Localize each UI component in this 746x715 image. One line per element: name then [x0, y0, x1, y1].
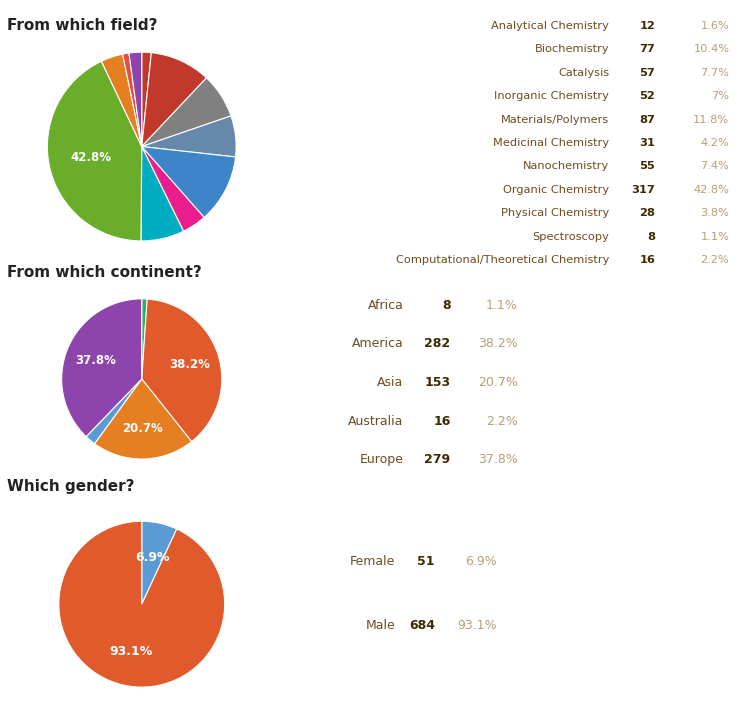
Wedge shape: [142, 147, 236, 217]
Text: Nanochemistry: Nanochemistry: [523, 162, 609, 172]
Text: 1.1%: 1.1%: [700, 232, 730, 242]
Text: Catalysis: Catalysis: [558, 68, 609, 78]
Text: 57: 57: [639, 68, 655, 78]
Wedge shape: [62, 299, 142, 437]
Wedge shape: [101, 54, 142, 147]
Text: Female: Female: [350, 555, 395, 568]
Text: 10.4%: 10.4%: [693, 44, 730, 54]
Text: From which field?: From which field?: [7, 18, 158, 33]
Text: 2.2%: 2.2%: [700, 255, 730, 265]
Text: 51: 51: [417, 555, 435, 568]
Text: 37.8%: 37.8%: [478, 453, 518, 466]
Text: 42.8%: 42.8%: [694, 184, 730, 194]
Text: 38.2%: 38.2%: [478, 337, 518, 350]
Text: Spectroscopy: Spectroscopy: [532, 232, 609, 242]
Wedge shape: [142, 52, 151, 147]
Text: Which gender?: Which gender?: [7, 479, 135, 494]
Text: 55: 55: [639, 162, 655, 172]
Wedge shape: [142, 147, 204, 231]
Text: 12: 12: [639, 21, 655, 31]
Text: 8: 8: [442, 299, 451, 312]
Text: 684: 684: [409, 619, 435, 632]
Text: 77: 77: [639, 44, 655, 54]
Text: Computational/Theoretical Chemistry: Computational/Theoretical Chemistry: [395, 255, 609, 265]
Wedge shape: [142, 78, 231, 147]
Text: 3.8%: 3.8%: [700, 208, 730, 218]
Text: 16: 16: [639, 255, 655, 265]
Text: 37.8%: 37.8%: [75, 354, 116, 367]
Wedge shape: [142, 53, 207, 147]
Text: 20.7%: 20.7%: [122, 422, 163, 435]
Text: 38.2%: 38.2%: [169, 358, 210, 370]
Text: 93.1%: 93.1%: [457, 619, 497, 632]
Wedge shape: [87, 379, 142, 443]
Text: 11.8%: 11.8%: [693, 114, 730, 124]
Text: 8: 8: [648, 232, 655, 242]
Text: Inorganic Chemistry: Inorganic Chemistry: [494, 92, 609, 102]
Text: 20.7%: 20.7%: [478, 376, 518, 389]
Text: Australia: Australia: [348, 415, 404, 428]
Text: 87: 87: [639, 114, 655, 124]
Text: Organic Chemistry: Organic Chemistry: [503, 184, 609, 194]
Text: 2.2%: 2.2%: [486, 415, 518, 428]
Text: 279: 279: [424, 453, 451, 466]
Text: Physical Chemistry: Physical Chemistry: [501, 208, 609, 218]
Wedge shape: [47, 61, 142, 241]
Text: 52: 52: [639, 92, 655, 102]
Text: 16: 16: [433, 415, 451, 428]
Text: 93.1%: 93.1%: [110, 645, 153, 658]
Text: 31: 31: [639, 138, 655, 148]
Text: 4.2%: 4.2%: [700, 138, 730, 148]
Text: 7.7%: 7.7%: [700, 68, 730, 78]
Wedge shape: [142, 521, 177, 604]
Text: Asia: Asia: [377, 376, 404, 389]
Wedge shape: [129, 52, 142, 147]
Text: Europe: Europe: [360, 453, 404, 466]
Wedge shape: [122, 53, 142, 147]
Text: 1.1%: 1.1%: [486, 299, 518, 312]
Text: 6.9%: 6.9%: [135, 551, 169, 563]
Text: 7.4%: 7.4%: [700, 162, 730, 172]
Text: 1.6%: 1.6%: [700, 21, 730, 31]
Text: Analytical Chemistry: Analytical Chemistry: [491, 21, 609, 31]
Text: 153: 153: [424, 376, 451, 389]
Text: 282: 282: [424, 337, 451, 350]
Text: Medicinal Chemistry: Medicinal Chemistry: [493, 138, 609, 148]
Wedge shape: [142, 299, 147, 379]
Text: Africa: Africa: [368, 299, 404, 312]
Text: Materials/Polymers: Materials/Polymers: [501, 114, 609, 124]
Wedge shape: [142, 116, 236, 157]
Text: 28: 28: [639, 208, 655, 218]
Wedge shape: [95, 379, 192, 459]
Text: 6.9%: 6.9%: [466, 555, 497, 568]
Text: Biochemistry: Biochemistry: [534, 44, 609, 54]
Wedge shape: [142, 299, 222, 442]
Text: 42.8%: 42.8%: [71, 152, 112, 164]
Text: Male: Male: [366, 619, 395, 632]
Text: America: America: [352, 337, 404, 350]
Wedge shape: [59, 521, 225, 687]
Text: 317: 317: [632, 184, 655, 194]
Text: From which continent?: From which continent?: [7, 265, 202, 280]
Wedge shape: [141, 147, 184, 241]
Text: 7%: 7%: [711, 92, 730, 102]
